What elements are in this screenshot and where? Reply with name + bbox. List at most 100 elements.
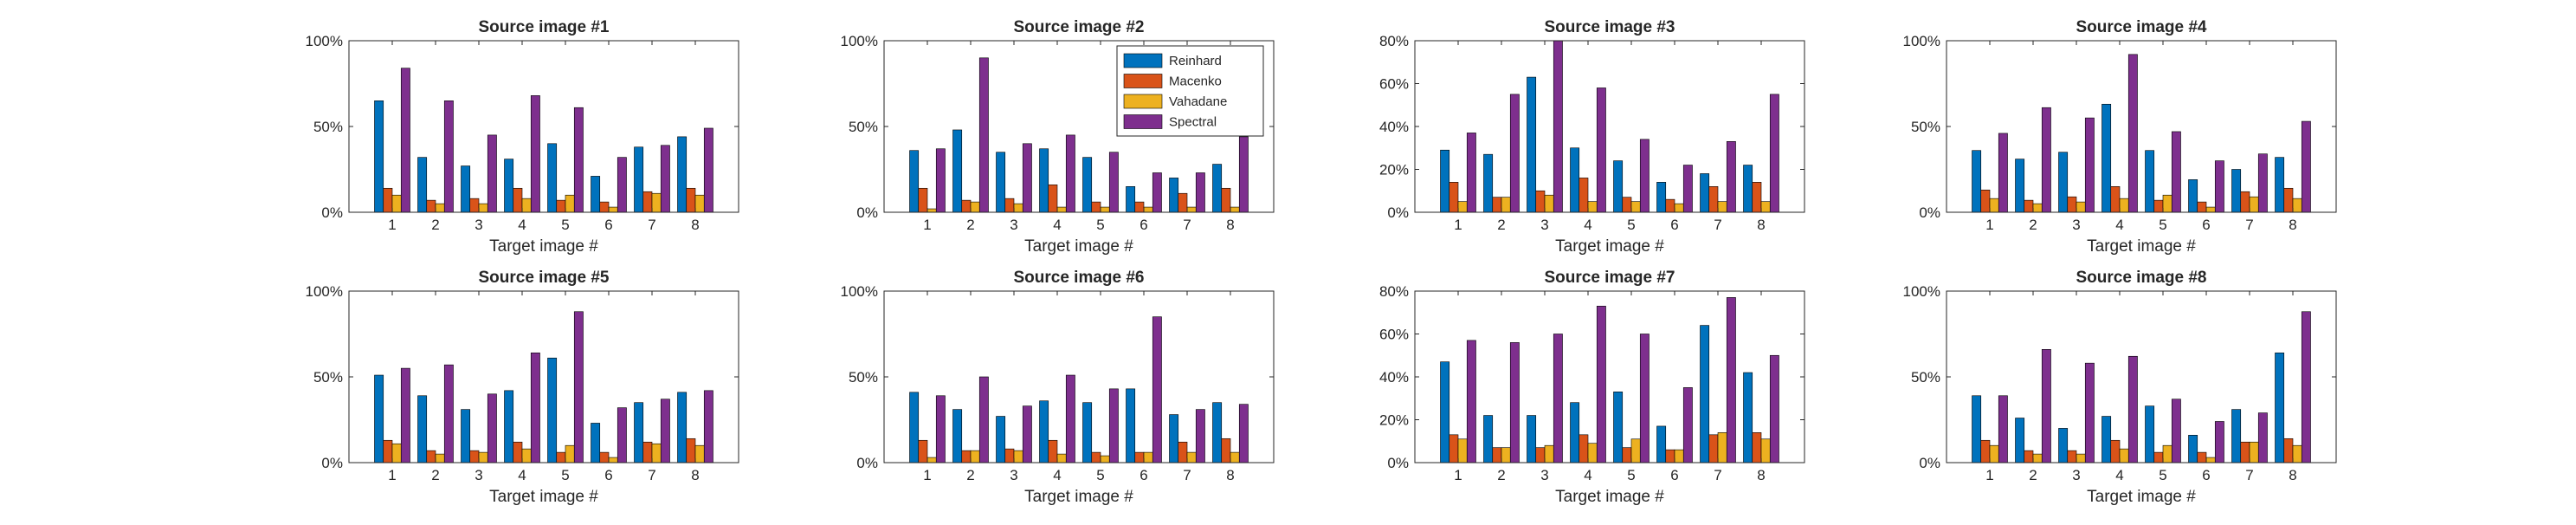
bar-vahadane-target-8	[1760, 201, 1771, 213]
y-tick-label: 0%	[1387, 455, 1409, 471]
bar-spectral-target-7	[660, 145, 670, 213]
bar-reinhard-target-4	[504, 390, 514, 463]
bar-vahadane-target-4	[2119, 448, 2129, 463]
bar-vahadane-target-4	[1587, 201, 1598, 213]
bar-vahadane-target-2	[435, 453, 445, 463]
bar-spectral-target-6	[2214, 160, 2224, 213]
bar-spectral-target-8	[1769, 354, 1779, 463]
bar-reinhard-target-1	[1440, 149, 1450, 213]
bar-reinhard-target-3	[996, 416, 1006, 463]
bar-vahadane-target-3	[2076, 201, 2086, 213]
bar-macenko-target-4	[1579, 434, 1589, 463]
bar-vahadane-target-6	[2205, 206, 2216, 213]
bar-reinhard-target-8	[1212, 402, 1223, 463]
y-tick-label: 100%	[1903, 283, 1940, 300]
bar-vahadane-target-5	[2162, 444, 2172, 463]
x-tick-label: 1	[388, 467, 396, 483]
bar-reinhard-target-1	[909, 150, 920, 213]
y-tick-label: 40%	[1379, 369, 1409, 386]
bar-macenko-target-8	[686, 438, 696, 463]
bar-spectral-target-6	[2214, 421, 2224, 463]
plot-area	[1947, 291, 2336, 463]
bar-macenko-target-7	[1178, 441, 1188, 463]
legend-label-spectral: Spectral	[1169, 115, 1217, 130]
bar-vahadane-target-6	[1674, 203, 1684, 213]
x-tick-label: 2	[1497, 217, 1505, 233]
bar-spectral-target-6	[617, 157, 627, 213]
bar-spectral-target-3	[1553, 40, 1563, 213]
bar-spectral-target-6	[617, 407, 627, 463]
bar-macenko-target-1	[918, 187, 928, 213]
bar-spectral-target-6	[1152, 172, 1162, 213]
bar-reinhard-target-5	[2145, 150, 2155, 213]
bar-macenko-target-2	[961, 450, 972, 463]
x-tick-label: 3	[2072, 467, 2080, 483]
bar-macenko-target-2	[426, 450, 436, 463]
bar-vahadane-target-6	[608, 457, 618, 463]
bar-spectral-target-8	[703, 390, 713, 463]
x-tick-label: 2	[966, 467, 974, 483]
x-tick-label: 2	[2029, 217, 2037, 233]
bar-spectral-target-5	[2171, 399, 2181, 463]
bar-macenko-target-6	[599, 201, 610, 213]
bar-macenko-target-2	[1492, 197, 1502, 213]
bar-macenko-target-5	[2153, 451, 2164, 463]
x-tick-label: 6	[1140, 217, 1147, 233]
bar-reinhard-target-3	[2058, 152, 2069, 213]
x-tick-label: 4	[2115, 467, 2123, 483]
legend-swatch-spectral	[1123, 114, 1163, 129]
x-tick-label: 2	[966, 217, 974, 233]
bar-spectral-target-3	[2084, 117, 2095, 213]
x-tick-label: 7	[1183, 467, 1191, 483]
bar-vahadane-target-5	[1100, 206, 1110, 213]
x-axis-label: Target image #	[1024, 237, 1133, 256]
bar-reinhard-target-4	[1039, 400, 1049, 463]
chart-title: Source image #7	[1544, 269, 1675, 287]
bar-spectral-target-4	[1596, 88, 1606, 213]
bar-macenko-target-8	[1752, 182, 1762, 213]
bar-vahadane-target-4	[521, 198, 532, 213]
legend-label-vahadane: Vahadane	[1169, 94, 1227, 109]
bar-vahadane-target-7	[651, 443, 662, 463]
bar-reinhard-target-5	[1613, 392, 1624, 463]
x-axis-label: Target image #	[1024, 488, 1133, 506]
bar-spectral-target-5	[573, 107, 584, 213]
x-axis-label: Target image #	[1555, 488, 1664, 506]
bar-vahadane-target-3	[1544, 194, 1554, 213]
bar-reinhard-target-6	[1126, 388, 1136, 463]
bar-spectral-target-8	[2301, 120, 2311, 213]
x-tick-label: 6	[1140, 467, 1147, 483]
bar-reinhard-target-6	[591, 176, 601, 213]
chart-panel-5: 0% 50% 100% 1 2 3 4 5 6 7 8 Source image #5 Target i…	[306, 269, 739, 506]
bar-macenko-target-8	[686, 187, 696, 213]
bar-reinhard-target-3	[1527, 415, 1537, 463]
bar-reinhard-target-5	[1082, 157, 1093, 213]
y-tick-label: 0%	[856, 204, 878, 221]
bar-vahadane-target-3	[1544, 444, 1554, 463]
x-tick-label: 5	[2159, 467, 2166, 483]
bar-vahadane-target-7	[2249, 441, 2259, 463]
bar-vahadane-target-7	[2249, 196, 2259, 213]
bar-reinhard-target-2	[417, 395, 428, 463]
chart-panel-8: 0% 50% 100% 1 2 3 4 5 6 7 8 Source image #8 Target i…	[1903, 269, 2337, 506]
bar-vahadane-target-8	[2292, 444, 2302, 463]
bar-macenko-target-2	[1492, 447, 1502, 463]
bar-reinhard-target-7	[1700, 325, 1710, 463]
bar-spectral-target-4	[2127, 54, 2138, 213]
bar-vahadane-target-1	[1989, 198, 1999, 213]
x-tick-label: 3	[1010, 217, 1017, 233]
bar-macenko-target-8	[1221, 187, 1231, 213]
chart-panel-7: 0% 20% 40% 60% 80% 1 2 3 4 5 6 7 8 Source image #7 Tar…	[1379, 269, 1805, 506]
bar-vahadane-target-3	[478, 203, 488, 213]
bar-reinhard-target-4	[1570, 402, 1580, 463]
x-tick-label: 7	[2245, 217, 2253, 233]
x-tick-label: 5	[1627, 467, 1635, 483]
y-tick-label: 100%	[841, 33, 878, 49]
legend-swatch-macenko	[1123, 74, 1163, 88]
bar-reinhard-target-4	[1570, 147, 1580, 213]
legend-label-reinhard: Reinhard	[1169, 54, 1222, 68]
bar-reinhard-target-3	[1527, 76, 1537, 213]
bar-spectral-target-7	[660, 399, 670, 463]
bar-reinhard-target-6	[1126, 186, 1136, 213]
